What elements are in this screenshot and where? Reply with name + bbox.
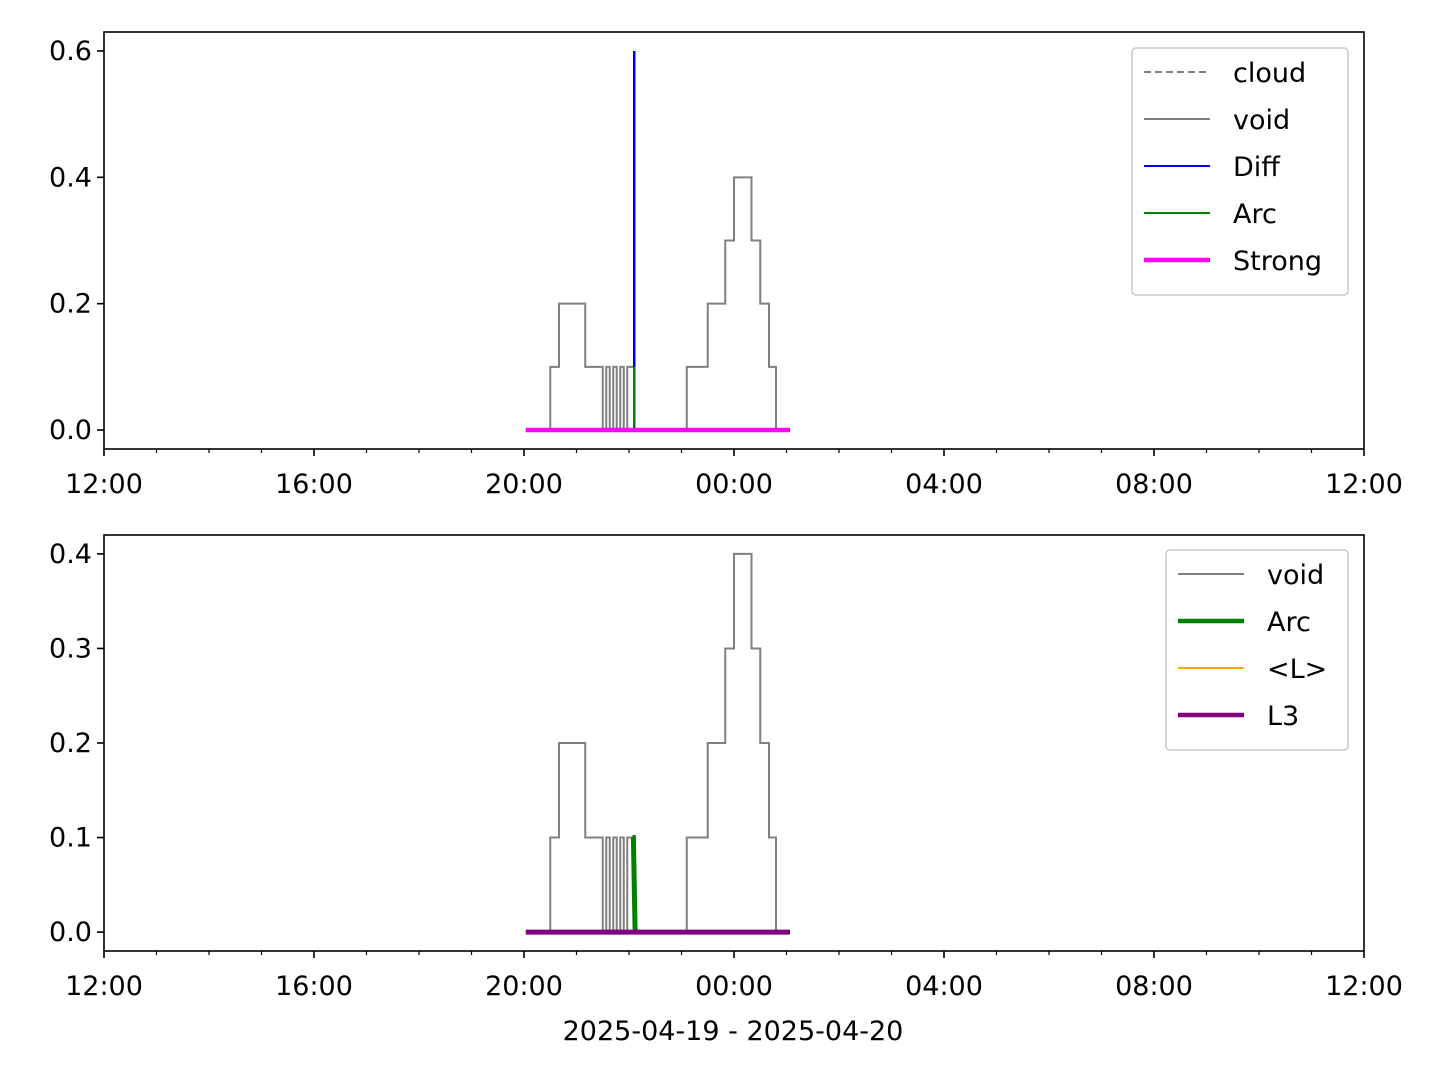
legend-label: void [1267,560,1324,591]
y-tick-label: 0.4 [49,162,92,193]
y-tick-label: 0.2 [49,289,92,320]
x-tick-label: 04:00 [905,971,983,1002]
x-tick-label: 20:00 [485,469,563,500]
x-tick-label: 12:00 [1325,469,1403,500]
series-group [525,50,790,433]
bottom-subplot: 0.0 0.1 0.2 0.3 0.4 12:00 16:00 20:00 00:00 04:00… [49,534,1403,1002]
y-tick-label: 0.4 [49,539,92,570]
x-tick-label: 12:00 [65,971,143,1002]
x-tick-label: 12:00 [65,469,143,500]
y-tick-label: 0.6 [49,36,92,67]
legend-label: <L> [1267,654,1327,685]
x-tick-label: 16:00 [275,971,353,1002]
y-tick-label: 0.3 [49,633,92,664]
x-tick-label: 20:00 [485,971,563,1002]
x-tick-label: 16:00 [275,469,353,500]
series-void-line [549,176,777,432]
shared-x-axis-label: 2025-04-19 - 2025-04-20 [563,1016,904,1047]
series-void-line [549,552,777,934]
top-subplot: 0.0 0.2 0.4 0.6 12:00 16:00 20:00 00:00 04:00 08:… [49,31,1403,500]
series-group [525,552,790,935]
x-tick-label: 08:00 [1115,971,1193,1002]
legend-label: void [1233,105,1290,136]
legend-box [1165,549,1349,751]
legend-label: cloud [1233,58,1306,89]
x-tick-label: 04:00 [905,469,983,500]
y-tick-label: 0.1 [49,823,92,854]
legend-label: Diff [1233,152,1281,183]
x-tick-label: 12:00 [1325,971,1403,1002]
legend-label: L3 [1267,701,1299,732]
y-tick-label: 0.0 [49,917,92,948]
legend-label: Strong [1233,246,1322,277]
x-tick-label: 08:00 [1115,469,1193,500]
series-arc-line [630,835,638,933]
x-tick-label: 00:00 [695,469,773,500]
y-tick-label: 0.0 [49,415,92,446]
x-tick-label: 00:00 [695,971,773,1002]
legend-label: Arc [1233,199,1277,230]
y-tick-label: 0.2 [49,728,92,759]
legend-box [1131,47,1349,296]
legend-label: Arc [1267,607,1311,638]
